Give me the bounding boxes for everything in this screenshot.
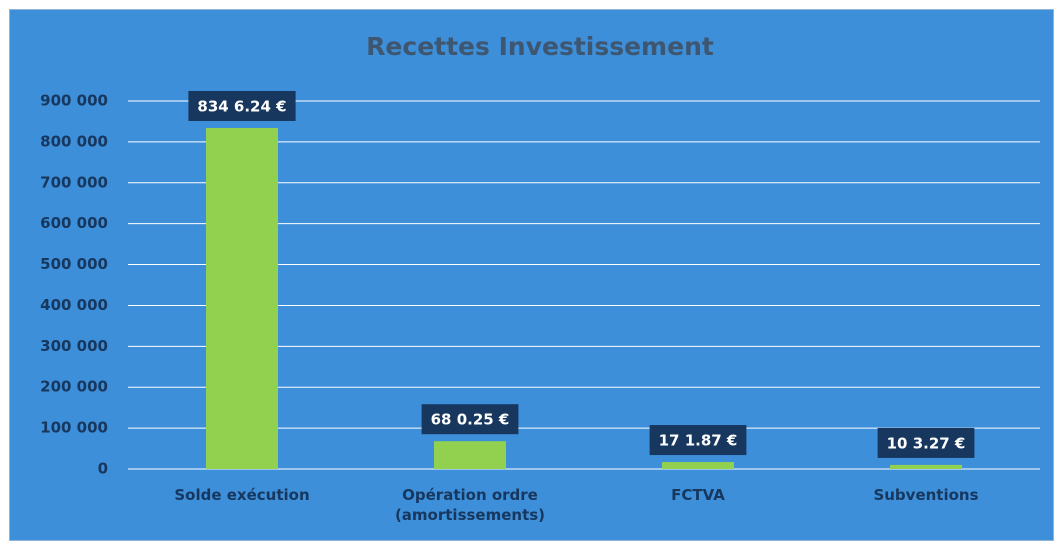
data-label-box	[188, 90, 296, 121]
bar	[890, 464, 962, 469]
data-label: 834 6.24 €	[197, 97, 286, 115]
data-label: 10 3.27 €	[887, 434, 966, 452]
x-tick-label: Opération ordre (amortissements)	[394, 486, 546, 524]
x-tick-label: Solde exécution	[174, 486, 310, 504]
bar	[434, 441, 506, 469]
chart-title: Recettes Investissement	[366, 32, 714, 61]
y-tick-label: 300 000	[40, 337, 108, 355]
y-tick-label: 400 000	[40, 296, 108, 314]
data-label: 68 0.25 €	[431, 411, 510, 429]
x-tick-label: FCTVA	[671, 486, 725, 504]
bar	[206, 127, 278, 469]
data-label-box	[877, 427, 975, 458]
y-tick-label: 100 000	[40, 419, 108, 437]
y-tick-label: 0	[98, 460, 108, 478]
y-tick-label: 800 000	[40, 132, 108, 150]
data-label-box	[421, 404, 519, 435]
y-tick-label: 700 000	[40, 173, 108, 191]
x-tick-label: Subventions	[873, 486, 979, 504]
bar	[662, 462, 734, 469]
y-tick-label: 500 000	[40, 255, 108, 273]
y-tick-label: 200 000	[40, 378, 108, 396]
y-tick-label: 900 000	[40, 92, 108, 110]
y-tick-label: 600 000	[40, 214, 108, 232]
data-label-box	[649, 425, 747, 456]
data-label: 17 1.87 €	[659, 432, 738, 450]
